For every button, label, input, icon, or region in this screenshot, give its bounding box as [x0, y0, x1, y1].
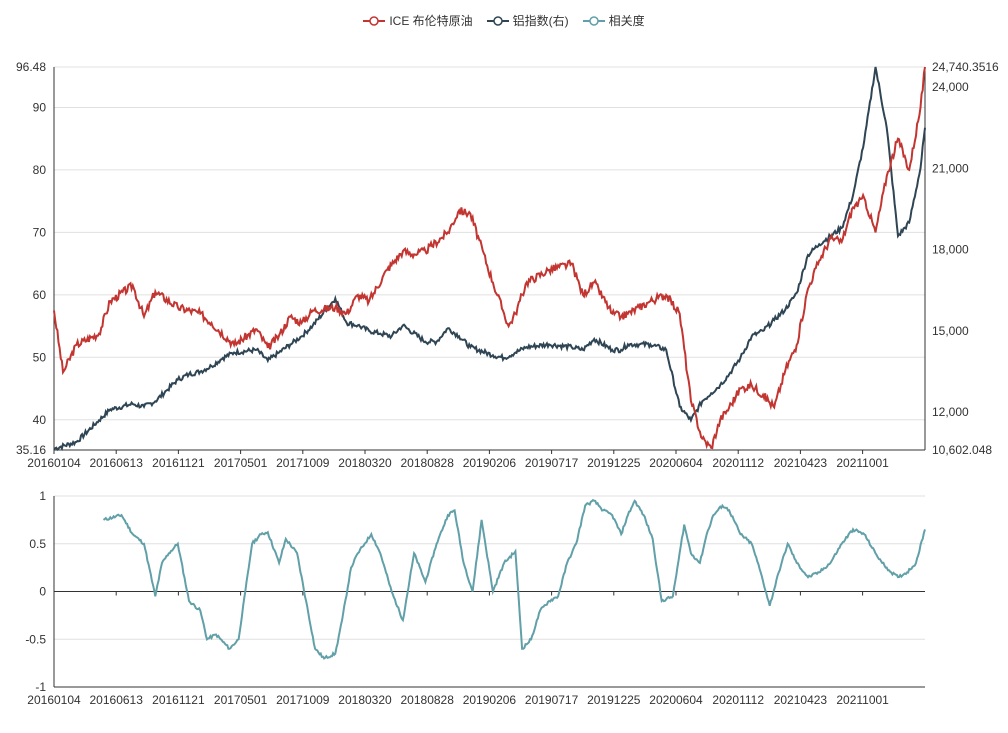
y-tick-label: 0.5 [29, 537, 46, 551]
y-tick-label: -0.5 [25, 632, 46, 646]
y-left-tick-label: 60 [33, 288, 47, 302]
x-tick-label: 20171009 [276, 693, 330, 707]
x-tick-label: 20180320 [338, 693, 392, 707]
y-right-tick-label: 10,602.048 [932, 443, 992, 457]
legend-item-1[interactable]: 铝指数(右) [486, 12, 569, 29]
y-right-tick-label: 12,000 [932, 405, 969, 419]
x-tick-label: 20200604 [649, 456, 703, 470]
legend-marker-icon [582, 15, 605, 26]
x-tick-label: 20190206 [463, 693, 517, 707]
x-tick-label: 20190717 [525, 693, 579, 707]
x-tick-label: 20211001 [836, 456, 889, 470]
series-line-aluminum [53, 66, 926, 452]
x-tick-label: 20210423 [774, 693, 828, 707]
y-left-tick-label: 40 [33, 413, 47, 427]
legend-item-2[interactable]: 相关度 [582, 12, 645, 29]
y-right-tick-label: 15,000 [932, 324, 969, 338]
y-tick-label: 0 [39, 585, 46, 599]
y-left-tick-label: 80 [33, 163, 47, 177]
x-tick-label: 20201112 [712, 693, 764, 707]
y-tick-label: 1 [39, 489, 46, 503]
x-tick-label: 20170501 [214, 456, 268, 470]
series-line-brent [53, 66, 926, 450]
legend-label: 铝指数(右) [512, 14, 569, 28]
y-right-tick-label: 18,000 [932, 243, 969, 257]
y-left-tick-label: 35.16 [16, 443, 46, 457]
y-right-tick-label: 24,740.3516 [932, 60, 999, 74]
x-tick-label: 20161121 [152, 456, 205, 470]
y-right-tick-label: 21,000 [932, 161, 969, 175]
x-tick-label: 20201112 [712, 456, 764, 470]
y-left-tick-label: 50 [33, 350, 47, 364]
x-tick-label: 20191225 [587, 693, 641, 707]
chart-legend: ICE 布伦特原油 铝指数(右) 相关度 [0, 12, 1008, 29]
legend-item-0[interactable]: ICE 布伦特原油 [363, 12, 473, 29]
x-tick-label: 20180828 [401, 456, 455, 470]
y-left-tick-label: 90 [33, 100, 47, 114]
x-tick-label: 20160613 [90, 693, 144, 707]
legend-label: 相关度 [608, 14, 645, 28]
y-right-tick-label: 24,000 [932, 80, 969, 94]
x-tick-label: 20211001 [836, 693, 889, 707]
x-tick-label: 20190717 [525, 456, 579, 470]
legend-marker-icon [363, 15, 386, 26]
x-tick-label: 20160613 [90, 456, 144, 470]
legend-marker-icon [486, 15, 509, 26]
x-tick-label: 20190206 [463, 456, 517, 470]
y-left-tick-label: 96.48 [16, 60, 46, 74]
x-tick-label: 20180320 [338, 456, 392, 470]
x-tick-label: 20191225 [587, 456, 641, 470]
y-left-tick-label: 70 [33, 225, 47, 239]
x-tick-label: 20171009 [276, 456, 330, 470]
x-tick-label: 20161121 [152, 693, 205, 707]
y-tick-label: -1 [35, 680, 46, 694]
series-line-correlation [102, 498, 926, 660]
x-tick-label: 20160104 [27, 693, 81, 707]
x-tick-label: 20210423 [774, 456, 828, 470]
x-tick-label: 20170501 [214, 693, 268, 707]
x-tick-label: 20200604 [649, 693, 703, 707]
x-tick-label: 20160104 [27, 456, 81, 470]
legend-label: ICE 布伦特原油 [389, 14, 473, 28]
x-tick-label: 20180828 [401, 693, 455, 707]
